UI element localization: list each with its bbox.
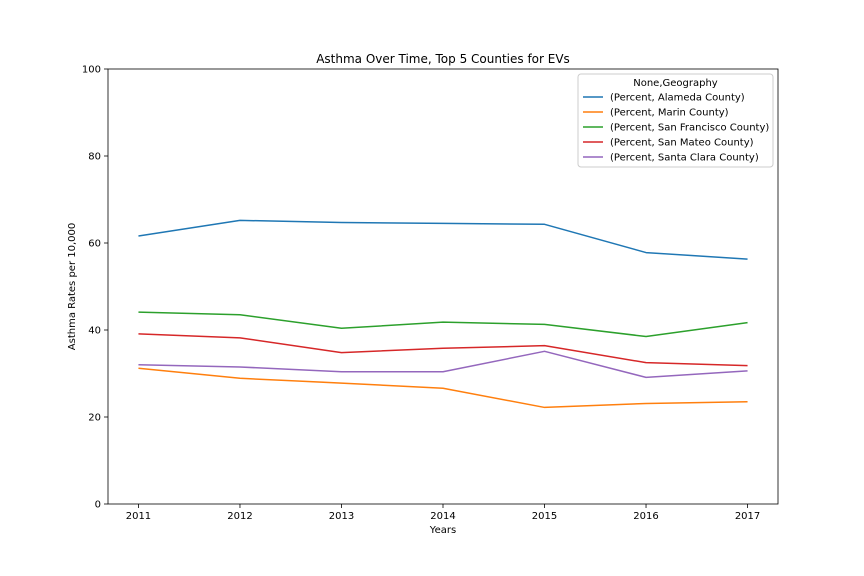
- series-line-0: [138, 219, 748, 260]
- x-tick-label: 2014: [430, 511, 455, 522]
- x-tick-label: 2012: [227, 511, 252, 522]
- legend-entry: (Percent, Santa Clara County): [610, 153, 759, 164]
- y-axis-ticks: 0 20 40 60 80 100: [82, 65, 108, 511]
- x-tick-label: 2016: [633, 511, 658, 522]
- x-tick-label: 2013: [329, 511, 354, 522]
- y-axis-label: Asthma Rates per 10,000: [67, 223, 78, 350]
- x-tick-label: 2015: [532, 511, 557, 522]
- legend-entry: (Percent, Marin County): [610, 108, 729, 119]
- legend: None,Geography (Percent, Alameda County) (…: [577, 73, 774, 168]
- legend-entry: (Percent, San Mateo County): [610, 138, 754, 149]
- y-tick-label: 0: [95, 500, 101, 511]
- legend-entry: (Percent, San Francisco County): [610, 123, 769, 134]
- series-line-1: [138, 367, 748, 409]
- series-line-3: [138, 333, 748, 367]
- x-axis-label: Years: [429, 525, 456, 536]
- series-line-4: [138, 350, 748, 379]
- y-tick-label: 80: [88, 152, 101, 163]
- series-line-2: [138, 311, 748, 338]
- chart-title: Asthma Over Time, Top 5 Counties for EVs: [316, 52, 570, 66]
- legend-title: None,Geography: [633, 78, 718, 89]
- legend-entry: (Percent, Alameda County): [610, 93, 745, 104]
- y-tick-label: 20: [88, 413, 101, 424]
- y-tick-label: 40: [88, 326, 101, 337]
- x-axis-ticks: 2011 2012 2013 2014 2015 2016 2017: [126, 504, 760, 522]
- y-tick-label: 100: [82, 65, 101, 76]
- x-tick-label: 2011: [126, 511, 151, 522]
- y-tick-label: 60: [88, 239, 101, 250]
- series-lines: [138, 219, 748, 409]
- legend-box: [577, 73, 774, 168]
- x-tick-label: 2017: [735, 511, 760, 522]
